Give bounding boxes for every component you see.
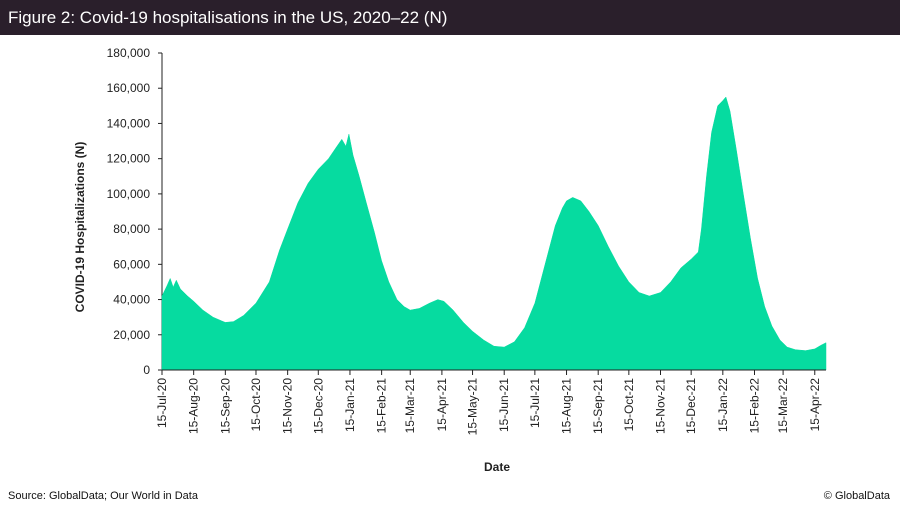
x-tick-label: 15-Nov-20 [281, 378, 295, 434]
x-tick-label: 15-Jan-21 [343, 378, 357, 432]
x-tick-label: 15-Oct-21 [622, 378, 636, 432]
x-axis: 15-Jul-20 15-Aug-20 15-Sep-20 15-Oct-20 15-N… [155, 369, 826, 436]
x-tick-label: 15-May-21 [466, 378, 480, 436]
y-tick-label: 80,000 [113, 222, 150, 236]
x-tick-label: 15-Jul-21 [528, 378, 542, 428]
y-tick-label: 100,000 [107, 187, 151, 201]
y-tick-label: 20,000 [113, 328, 150, 342]
hospitalizations-area [161, 96, 827, 371]
y-tick-label: 180,000 [107, 46, 151, 60]
x-tick-label: 15-Aug-21 [560, 378, 574, 434]
y-tick-label: 120,000 [107, 152, 151, 166]
x-tick-label: 15-Jan-22 [716, 378, 730, 432]
x-tick-label: 15-Aug-20 [187, 378, 201, 434]
plot-area [161, 96, 827, 371]
y-tick-label: 0 [143, 363, 150, 377]
x-tick-label: 15-Jun-21 [497, 378, 511, 432]
y-tick-label: 40,000 [113, 293, 150, 307]
y-axis: 0 20,000 40,000 60,000 80,000 100,000 120,000 1… [107, 46, 163, 377]
chart: 0 20,000 40,000 60,000 80,000 100,000 120,000 1… [73, 46, 827, 474]
x-tick-label: 15-Dec-21 [684, 378, 698, 434]
x-tick-label: 15-Apr-22 [808, 378, 822, 432]
x-tick-label: 15-Feb-21 [375, 378, 389, 434]
x-tick-label: 15-Oct-20 [249, 378, 263, 432]
x-tick-label: 15-Sep-21 [591, 378, 605, 434]
x-tick-label: 15-Mar-22 [776, 378, 790, 434]
y-tick-label: 60,000 [113, 257, 150, 271]
y-tick-label: 160,000 [107, 81, 151, 95]
x-tick-label: 15-Sep-20 [218, 378, 232, 434]
figure-title: Figure 2: Covid-19 hospitalisations in t… [0, 0, 900, 35]
x-tick-label: 15-Dec-20 [311, 378, 325, 434]
x-tick-label: 15-Nov-21 [654, 378, 668, 434]
copyright-note: © GlobalData [823, 490, 890, 502]
x-axis-title: Date [484, 460, 510, 474]
x-tick-label: 15-Feb-22 [747, 378, 761, 434]
x-tick-label: 15-Jul-20 [155, 378, 169, 428]
source-note: Source: GlobalData; Our World in Data [8, 490, 198, 502]
x-tick-label: 15-Apr-21 [435, 378, 449, 432]
x-tick-label: 15-Mar-21 [403, 378, 417, 434]
y-axis-title: COVID-19 Hospitalizations (N) [73, 142, 87, 313]
y-tick-label: 140,000 [107, 116, 151, 130]
